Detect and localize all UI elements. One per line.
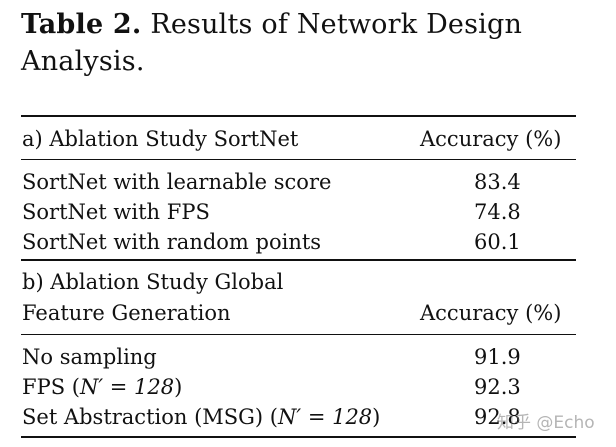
table-top-rule [21, 115, 576, 117]
table-row-b2-accuracy: 92.3 [474, 375, 521, 399]
section-a-header-rule [21, 159, 576, 160]
table-row-b3-accuracy: 92.8 [474, 405, 521, 429]
table-row-b3-method-math: N′ = 128 [278, 405, 373, 429]
table-row-a1-method: SortNet with learnable score [22, 170, 332, 194]
table-row-b3-method-prefix: Set Abstraction (MSG) ( [22, 405, 278, 429]
section-b-header-rule [21, 334, 576, 335]
section-b-title-line1: b) Ablation Study Global [22, 270, 284, 294]
table-caption: Table 2. Results of Network Design Analy… [21, 6, 596, 80]
caption-label: Table 2. [21, 9, 142, 40]
table-row-b3-method: Set Abstraction (MSG) (N′ = 128) [22, 404, 380, 430]
table-row-b2-method-suffix: ) [174, 375, 183, 399]
table-row-b1-accuracy: 91.9 [474, 345, 521, 369]
table-row-a3-method: SortNet with random points [22, 230, 322, 254]
table-row-b1-method: No sampling [22, 345, 157, 369]
table-row-b3-method-suffix: ) [372, 405, 381, 429]
table-bottom-rule [21, 436, 576, 438]
table-row-a2-method: SortNet with FPS [22, 200, 210, 224]
table-row-b2-method-prefix: FPS ( [22, 375, 80, 399]
section-b-accuracy-header: Accuracy (%) [420, 301, 562, 325]
table-row-a2-accuracy: 74.8 [474, 200, 521, 224]
section-a-title: a) Ablation Study SortNet [22, 127, 299, 151]
watermark: 知乎 @Echo [497, 413, 595, 433]
table-row-a3-accuracy: 60.1 [474, 230, 521, 254]
table-row-b2-method-math: N′ = 128 [79, 375, 175, 399]
table-row-a1-accuracy: 83.4 [474, 170, 521, 194]
section-b-title-line2: Feature Generation [22, 301, 231, 325]
section-a-accuracy-header: Accuracy (%) [420, 127, 562, 151]
table-row-b2-method: FPS (N′ = 128) [22, 374, 182, 400]
caption-text: Results of Network Design Analysis. [21, 9, 523, 77]
section-divider-rule [21, 259, 576, 261]
